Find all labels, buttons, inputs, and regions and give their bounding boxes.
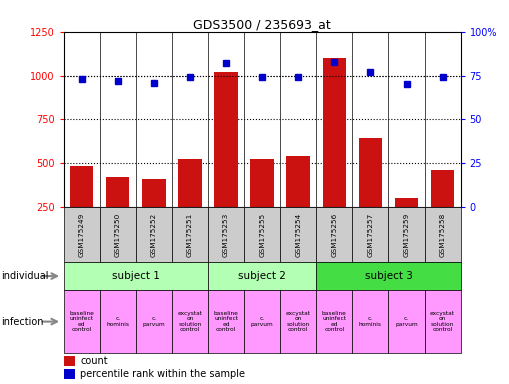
Text: GSM175256: GSM175256 xyxy=(331,212,337,257)
Text: GSM175252: GSM175252 xyxy=(151,212,157,257)
Bar xyxy=(64,207,100,262)
Bar xyxy=(244,207,280,262)
Bar xyxy=(178,159,202,250)
Text: individual: individual xyxy=(1,271,48,281)
Text: infection: infection xyxy=(1,316,43,327)
Bar xyxy=(208,262,316,290)
Bar xyxy=(431,170,455,250)
Text: GSM175250: GSM175250 xyxy=(115,212,121,257)
Bar xyxy=(395,198,418,250)
Bar xyxy=(425,290,461,353)
Text: baseline
uninfect
ed
control: baseline uninfect ed control xyxy=(69,311,94,332)
Bar xyxy=(323,58,346,250)
Text: GSM175258: GSM175258 xyxy=(440,212,445,257)
Text: subject 1: subject 1 xyxy=(112,271,160,281)
Bar xyxy=(70,166,94,250)
Bar xyxy=(244,290,280,353)
Bar xyxy=(106,177,129,250)
Text: GSM175259: GSM175259 xyxy=(404,212,410,257)
Bar xyxy=(172,290,208,353)
Bar xyxy=(388,207,425,262)
Text: GSM175255: GSM175255 xyxy=(259,212,265,257)
Text: GSM175257: GSM175257 xyxy=(367,212,374,257)
Bar xyxy=(280,207,316,262)
Text: c.
hominis: c. hominis xyxy=(106,316,129,327)
Bar xyxy=(136,290,172,353)
Text: baseline
uninfect
ed
control: baseline uninfect ed control xyxy=(322,311,347,332)
Bar xyxy=(359,139,382,250)
Text: GSM175253: GSM175253 xyxy=(223,212,229,257)
Bar xyxy=(316,207,352,262)
Text: GSM175251: GSM175251 xyxy=(187,212,193,257)
Bar xyxy=(64,369,75,379)
Text: excystat
on
solution
control: excystat on solution control xyxy=(286,311,310,332)
Text: GSM175249: GSM175249 xyxy=(79,212,84,257)
Text: GSM175254: GSM175254 xyxy=(295,212,301,257)
Text: c.
parvum: c. parvum xyxy=(395,316,418,327)
Bar xyxy=(100,207,136,262)
Bar xyxy=(172,207,208,262)
Text: subject 3: subject 3 xyxy=(364,271,412,281)
Bar xyxy=(352,207,388,262)
Bar xyxy=(64,290,100,353)
Bar xyxy=(352,290,388,353)
Bar xyxy=(214,72,238,250)
Bar xyxy=(208,207,244,262)
Bar xyxy=(64,262,208,290)
Bar xyxy=(250,159,274,250)
Text: baseline
uninfect
ed
control: baseline uninfect ed control xyxy=(214,311,239,332)
Text: c.
hominis: c. hominis xyxy=(359,316,382,327)
Title: GDS3500 / 235693_at: GDS3500 / 235693_at xyxy=(193,18,331,31)
Bar xyxy=(316,262,461,290)
Text: excystat
on
solution
control: excystat on solution control xyxy=(430,311,455,332)
Bar xyxy=(316,290,352,353)
Text: percentile rank within the sample: percentile rank within the sample xyxy=(80,369,245,379)
Bar xyxy=(425,207,461,262)
Bar xyxy=(388,290,425,353)
Bar xyxy=(136,207,172,262)
Bar xyxy=(280,290,316,353)
Text: excystat
on
solution
control: excystat on solution control xyxy=(178,311,203,332)
Text: subject 2: subject 2 xyxy=(238,271,286,281)
Text: count: count xyxy=(80,356,108,366)
Text: c.
parvum: c. parvum xyxy=(143,316,165,327)
Bar xyxy=(100,290,136,353)
Bar xyxy=(208,290,244,353)
Bar xyxy=(64,356,75,366)
Bar xyxy=(287,156,310,250)
Text: c.
parvum: c. parvum xyxy=(251,316,273,327)
Bar xyxy=(142,179,165,250)
